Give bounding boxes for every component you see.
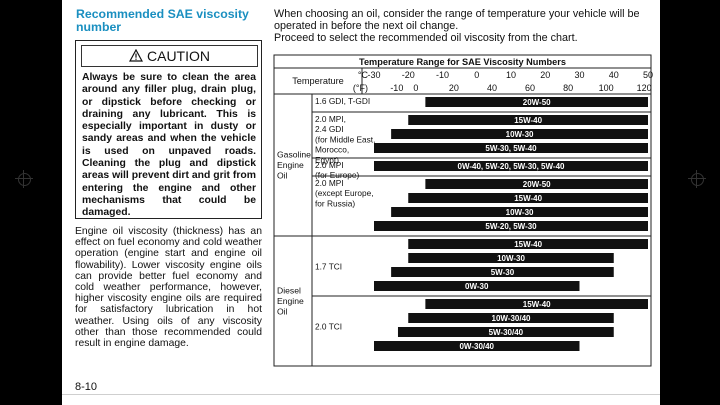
viscosity-bar (425, 97, 648, 107)
engine-type-label: Engine (277, 160, 304, 170)
viscosity-chart: Temperature Range for SAE Viscosity Numb… (273, 54, 653, 367)
engine-type-label: Oil (277, 171, 288, 181)
viscosity-bar (408, 115, 648, 125)
viscosity-grade-label: 10W-30/40 (492, 314, 532, 323)
engine-variant-label: 1.6 GDI, T-GDI (315, 96, 370, 106)
fahrenheit-tick-label: 100 (599, 83, 614, 93)
engine-variant-label: for Russia) (315, 198, 355, 208)
registration-mark-right (688, 170, 706, 188)
viscosity-grade-label: 5W-20, 5W-30 (485, 222, 537, 231)
engine-variant-label: 2.4 GDI (315, 124, 344, 134)
page-bottom-edge (62, 394, 660, 395)
viscosity-grade-label: 5W-30 (491, 268, 515, 277)
celsius-tick-label: 50 (643, 70, 653, 80)
celsius-tick-label: 0 (474, 70, 479, 80)
viscosity-grade-label: 20W-50 (523, 180, 551, 189)
viscosity-bar (425, 179, 648, 189)
body-paragraph: Engine oil viscosity (thickness) has an … (75, 226, 262, 350)
fahrenheit-tick-label: 20 (449, 83, 459, 93)
chart-frame (273, 54, 652, 367)
viscosity-bar (374, 341, 580, 351)
viscosity-bar (408, 239, 648, 249)
caution-title: CAUTION (147, 48, 210, 64)
viscosity-grade-label: 5W-30, 5W-40 (485, 144, 537, 153)
caution-header: CAUTION (81, 45, 258, 67)
celsius-tick-label: 10 (506, 70, 516, 80)
fahrenheit-tick-label: 60 (525, 83, 535, 93)
caution-text: Always be sure to clean the area around … (82, 72, 256, 219)
viscosity-bar (391, 129, 648, 139)
viscosity-bar (397, 327, 614, 337)
chart-title: Temperature Range for SAE Viscosity Numb… (359, 57, 566, 67)
engine-variant-label: (for Europe) (315, 170, 360, 180)
celsius-unit-label: °C (358, 70, 369, 80)
page-number: 8-10 (75, 381, 98, 393)
engine-type-label: Gasoline (277, 150, 311, 160)
viscosity-grade-label: 10W-30 (497, 254, 525, 263)
fahrenheit-unit-label: (°F) (353, 83, 368, 93)
fahrenheit-tick-label: 120 (637, 83, 652, 93)
celsius-tick-label: 30 (574, 70, 584, 80)
celsius-tick-label: -10 (436, 70, 449, 80)
viscosity-grade-label: 15W-40 (523, 300, 551, 309)
section-heading: Recommended SAE viscosity number (76, 7, 249, 34)
temperature-label: Temperature (292, 76, 344, 86)
viscosity-grade-label: 10W-30 (506, 208, 534, 217)
viscosity-bar (374, 143, 648, 153)
warning-triangle-icon (129, 48, 143, 62)
engine-variant-label: (except Europe, (315, 188, 374, 198)
caution-box: CAUTION Always be sure to clean the area… (75, 40, 262, 219)
viscosity-grade-label: 15W-40 (514, 116, 542, 125)
celsius-tick-label: 20 (540, 70, 550, 80)
viscosity-grade-label: 10W-30 (506, 130, 534, 139)
viscosity-bar (391, 207, 648, 217)
viscosity-grade-label: 0W-30/40 (459, 342, 494, 351)
engine-variant-label: Morocco, (315, 145, 349, 155)
viscosity-bar (374, 281, 580, 291)
fahrenheit-tick-label: 0 (413, 83, 418, 93)
celsius-tick-label: -30 (367, 70, 380, 80)
viscosity-grade-label: 15W-40 (514, 194, 542, 203)
celsius-tick-label: 40 (609, 70, 619, 80)
engine-variant-label: 2.0 TCI (315, 322, 342, 332)
celsius-tick-label: -20 (402, 70, 415, 80)
viscosity-grade-label: 0W-40, 5W-20, 5W-30, 5W-40 (458, 162, 565, 171)
viscosity-grade-label: 5W-30/40 (489, 328, 524, 337)
intro-text: When choosing an oil, consider the range… (274, 8, 659, 44)
viscosity-grade-label: 15W-40 (514, 240, 542, 249)
engine-variant-label: 2.0 MPI, (315, 114, 346, 124)
viscosity-bar (374, 221, 648, 231)
engine-variant-label: 2.0 MPI (315, 160, 344, 170)
intro-line-1: When choosing an oil, consider the range… (274, 8, 640, 32)
fahrenheit-tick-label: 40 (487, 83, 497, 93)
engine-variant-label: 1.7 TCI (315, 262, 342, 272)
viscosity-bar (374, 161, 648, 171)
viscosity-bar (408, 313, 614, 323)
engine-type-label: Diesel (277, 286, 301, 296)
viscosity-bar (425, 299, 648, 309)
engine-type-label: Engine (277, 296, 304, 306)
manual-page: Recommended SAE viscosity number CAUTION… (62, 0, 660, 405)
viscosity-grade-label: 20W-50 (523, 98, 551, 107)
viscosity-grade-label: 0W-30 (465, 282, 489, 291)
intro-line-2: Proceed to select the recommended oil vi… (274, 31, 578, 44)
viscosity-bar (408, 193, 648, 203)
engine-type-label: Oil (277, 307, 288, 317)
fahrenheit-tick-label: -10 (390, 83, 403, 93)
fahrenheit-tick-label: 80 (563, 83, 573, 93)
engine-variant-label: 2.0 MPI (315, 178, 344, 188)
engine-variant-label: (for Middle East, (315, 134, 375, 144)
viscosity-bar (391, 267, 614, 277)
registration-mark-left (15, 170, 33, 188)
viscosity-bar (408, 253, 614, 263)
engine-variant-label: Egypt) (315, 155, 339, 165)
